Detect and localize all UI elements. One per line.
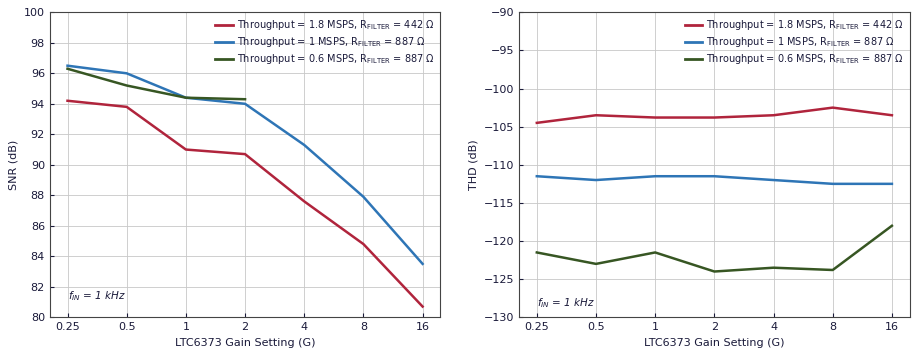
Y-axis label: THD (dB): THD (dB) <box>468 140 478 190</box>
X-axis label: LTC6373 Gain Setting (G): LTC6373 Gain Setting (G) <box>174 338 315 348</box>
X-axis label: LTC6373 Gain Setting (G): LTC6373 Gain Setting (G) <box>644 338 785 348</box>
Y-axis label: SNR (dB): SNR (dB) <box>8 140 18 190</box>
Text: $f_{\mathregular{IN}}$ = 1 kHz: $f_{\mathregular{IN}}$ = 1 kHz <box>537 296 595 310</box>
Legend: Throughput = 1.8 MSPS, R$_{\mathregular{FILTER}}$ = 442 Ω, Throughput = 1 MSPS, : Throughput = 1.8 MSPS, R$_{\mathregular{… <box>683 16 906 68</box>
Text: $f_{\mathregular{IN}}$ = 1 kHz: $f_{\mathregular{IN}}$ = 1 kHz <box>68 289 126 303</box>
Legend: Throughput = 1.8 MSPS, R$_{\mathregular{FILTER}}$ = 442 Ω, Throughput = 1 MSPS, : Throughput = 1.8 MSPS, R$_{\mathregular{… <box>213 16 436 68</box>
